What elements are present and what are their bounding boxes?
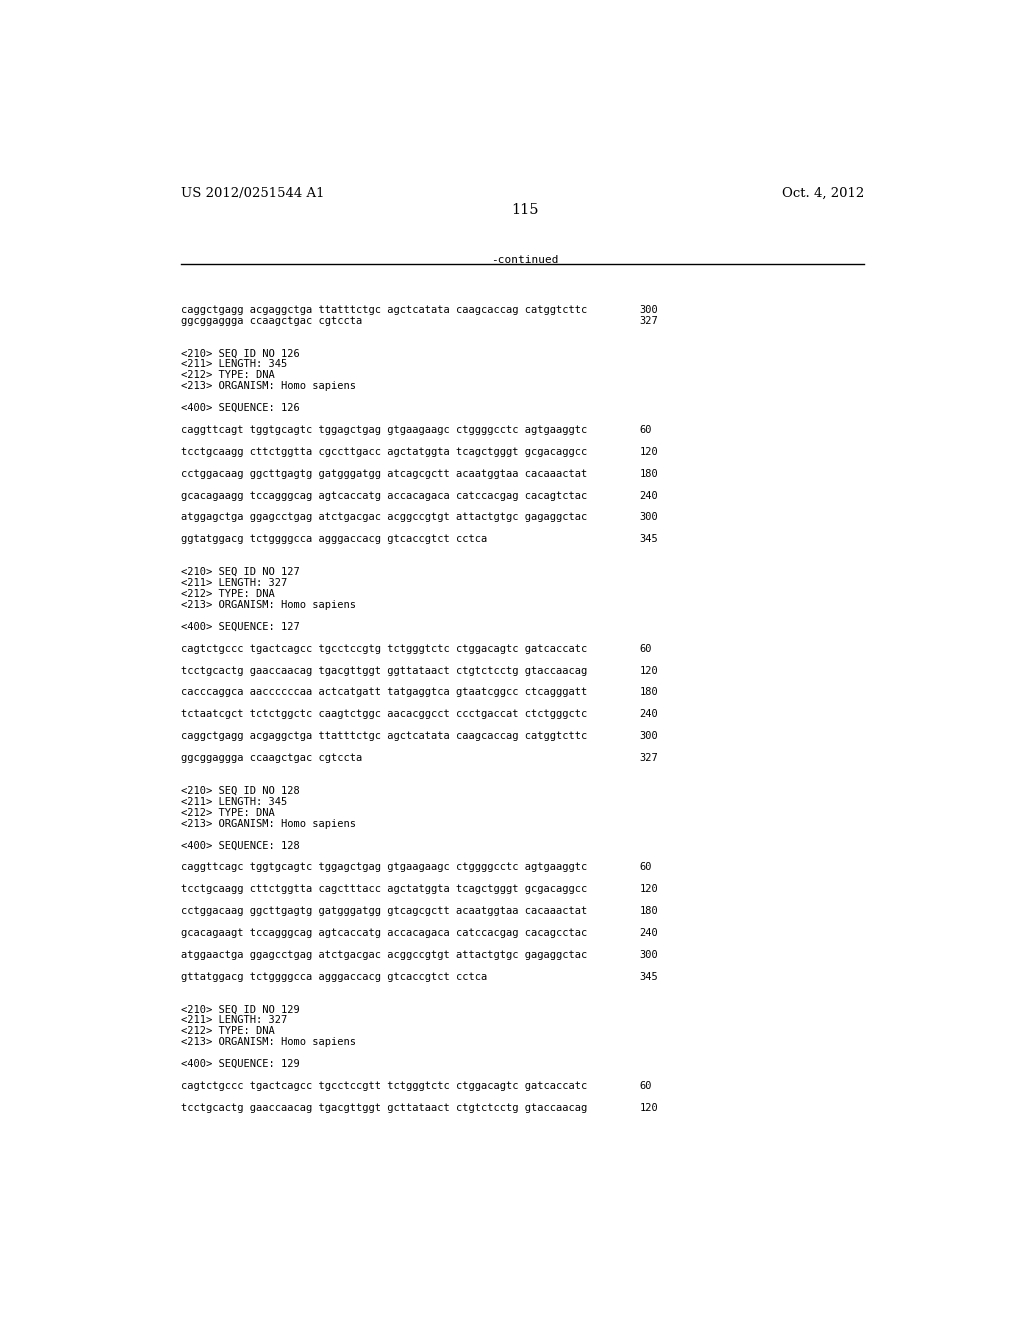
Text: atggaactga ggagcctgag atctgacgac acggccgtgt attactgtgc gagaggctac: atggaactga ggagcctgag atctgacgac acggccg… bbox=[180, 950, 587, 960]
Text: cacccaggca aaccccccaa actcatgatt tatgaggtca gtaatcggcc ctcagggatt: cacccaggca aaccccccaa actcatgatt tatgagg… bbox=[180, 688, 587, 697]
Text: 240: 240 bbox=[640, 709, 658, 719]
Text: <212> TYPE: DNA: <212> TYPE: DNA bbox=[180, 1027, 274, 1036]
Text: 115: 115 bbox=[511, 203, 539, 216]
Text: 345: 345 bbox=[640, 535, 658, 544]
Text: tcctgcactg gaaccaacag tgacgttggt ggttataact ctgtctcctg gtaccaacag: tcctgcactg gaaccaacag tgacgttggt ggttata… bbox=[180, 665, 587, 676]
Text: 120: 120 bbox=[640, 447, 658, 457]
Text: 240: 240 bbox=[640, 491, 658, 500]
Text: gttatggacg tctggggcca agggaccacg gtcaccgtct cctca: gttatggacg tctggggcca agggaccacg gtcaccg… bbox=[180, 972, 487, 982]
Text: Oct. 4, 2012: Oct. 4, 2012 bbox=[782, 187, 864, 199]
Text: <213> ORGANISM: Homo sapiens: <213> ORGANISM: Homo sapiens bbox=[180, 381, 355, 391]
Text: 120: 120 bbox=[640, 1104, 658, 1113]
Text: cagtctgccc tgactcagcc tgcctccgtt tctgggtctc ctggacagtc gatcaccatc: cagtctgccc tgactcagcc tgcctccgtt tctgggt… bbox=[180, 1081, 587, 1092]
Text: 60: 60 bbox=[640, 644, 652, 653]
Text: 300: 300 bbox=[640, 512, 658, 523]
Text: cctggacaag ggcttgagtg gatgggatgg atcagcgctt acaatggtaa cacaaactat: cctggacaag ggcttgagtg gatgggatgg atcagcg… bbox=[180, 469, 587, 479]
Text: cctggacaag ggcttgagtg gatgggatgg gtcagcgctt acaatggtaa cacaaactat: cctggacaag ggcttgagtg gatgggatgg gtcagcg… bbox=[180, 906, 587, 916]
Text: 300: 300 bbox=[640, 950, 658, 960]
Text: 120: 120 bbox=[640, 884, 658, 894]
Text: <400> SEQUENCE: 128: <400> SEQUENCE: 128 bbox=[180, 841, 299, 850]
Text: <211> LENGTH: 327: <211> LENGTH: 327 bbox=[180, 1015, 287, 1026]
Text: 327: 327 bbox=[640, 752, 658, 763]
Text: ggcggaggga ccaagctgac cgtccta: ggcggaggga ccaagctgac cgtccta bbox=[180, 752, 361, 763]
Text: 180: 180 bbox=[640, 906, 658, 916]
Text: gcacagaagg tccagggcag agtcaccatg accacagaca catccacgag cacagtctac: gcacagaagg tccagggcag agtcaccatg accacag… bbox=[180, 491, 587, 500]
Text: 120: 120 bbox=[640, 665, 658, 676]
Text: 60: 60 bbox=[640, 862, 652, 873]
Text: caggctgagg acgaggctga ttatttctgc agctcatata caagcaccag catggtcttc: caggctgagg acgaggctga ttatttctgc agctcat… bbox=[180, 731, 587, 741]
Text: 180: 180 bbox=[640, 688, 658, 697]
Text: <400> SEQUENCE: 129: <400> SEQUENCE: 129 bbox=[180, 1059, 299, 1069]
Text: 60: 60 bbox=[640, 425, 652, 436]
Text: cagtctgccc tgactcagcc tgcctccgtg tctgggtctc ctggacagtc gatcaccatc: cagtctgccc tgactcagcc tgcctccgtg tctgggt… bbox=[180, 644, 587, 653]
Text: -continued: -continued bbox=[492, 255, 558, 264]
Text: caggttcagt tggtgcagtc tggagctgag gtgaagaagc ctggggcctc agtgaaggtc: caggttcagt tggtgcagtc tggagctgag gtgaaga… bbox=[180, 425, 587, 436]
Text: gcacagaagt tccagggcag agtcaccatg accacagaca catccacgag cacagcctac: gcacagaagt tccagggcag agtcaccatg accacag… bbox=[180, 928, 587, 939]
Text: tcctgcactg gaaccaacag tgacgttggt gcttataact ctgtctcctg gtaccaacag: tcctgcactg gaaccaacag tgacgttggt gcttata… bbox=[180, 1104, 587, 1113]
Text: <213> ORGANISM: Homo sapiens: <213> ORGANISM: Homo sapiens bbox=[180, 818, 355, 829]
Text: <213> ORGANISM: Homo sapiens: <213> ORGANISM: Homo sapiens bbox=[180, 1038, 355, 1047]
Text: <211> LENGTH: 345: <211> LENGTH: 345 bbox=[180, 797, 287, 807]
Text: tctaatcgct tctctggctc caagtctggc aacacggcct ccctgaccat ctctgggctc: tctaatcgct tctctggctc caagtctggc aacacgg… bbox=[180, 709, 587, 719]
Text: <210> SEQ ID NO 127: <210> SEQ ID NO 127 bbox=[180, 568, 299, 577]
Text: <400> SEQUENCE: 127: <400> SEQUENCE: 127 bbox=[180, 622, 299, 632]
Text: caggttcagc tggtgcagtc tggagctgag gtgaagaagc ctggggcctc agtgaaggtc: caggttcagc tggtgcagtc tggagctgag gtgaaga… bbox=[180, 862, 587, 873]
Text: atggagctga ggagcctgag atctgacgac acggccgtgt attactgtgc gagaggctac: atggagctga ggagcctgag atctgacgac acggccg… bbox=[180, 512, 587, 523]
Text: <213> ORGANISM: Homo sapiens: <213> ORGANISM: Homo sapiens bbox=[180, 599, 355, 610]
Text: <212> TYPE: DNA: <212> TYPE: DNA bbox=[180, 589, 274, 599]
Text: 300: 300 bbox=[640, 305, 658, 314]
Text: <211> LENGTH: 345: <211> LENGTH: 345 bbox=[180, 359, 287, 370]
Text: US 2012/0251544 A1: US 2012/0251544 A1 bbox=[180, 187, 325, 199]
Text: <211> LENGTH: 327: <211> LENGTH: 327 bbox=[180, 578, 287, 587]
Text: <400> SEQUENCE: 126: <400> SEQUENCE: 126 bbox=[180, 403, 299, 413]
Text: <210> SEQ ID NO 126: <210> SEQ ID NO 126 bbox=[180, 348, 299, 359]
Text: <212> TYPE: DNA: <212> TYPE: DNA bbox=[180, 371, 274, 380]
Text: <212> TYPE: DNA: <212> TYPE: DNA bbox=[180, 808, 274, 817]
Text: tcctgcaagg cttctggtta cagctttacc agctatggta tcagctgggt gcgacaggcc: tcctgcaagg cttctggtta cagctttacc agctatg… bbox=[180, 884, 587, 894]
Text: caggctgagg acgaggctga ttatttctgc agctcatata caagcaccag catggtcttc: caggctgagg acgaggctga ttatttctgc agctcat… bbox=[180, 305, 587, 314]
Text: 60: 60 bbox=[640, 1081, 652, 1092]
Text: tcctgcaagg cttctggtta cgccttgacc agctatggta tcagctgggt gcgacaggcc: tcctgcaagg cttctggtta cgccttgacc agctatg… bbox=[180, 447, 587, 457]
Text: 300: 300 bbox=[640, 731, 658, 741]
Text: 180: 180 bbox=[640, 469, 658, 479]
Text: ggtatggacg tctggggcca agggaccacg gtcaccgtct cctca: ggtatggacg tctggggcca agggaccacg gtcaccg… bbox=[180, 535, 487, 544]
Text: 240: 240 bbox=[640, 928, 658, 939]
Text: <210> SEQ ID NO 128: <210> SEQ ID NO 128 bbox=[180, 785, 299, 796]
Text: ggcggaggga ccaagctgac cgtccta: ggcggaggga ccaagctgac cgtccta bbox=[180, 315, 361, 326]
Text: 327: 327 bbox=[640, 315, 658, 326]
Text: 345: 345 bbox=[640, 972, 658, 982]
Text: <210> SEQ ID NO 129: <210> SEQ ID NO 129 bbox=[180, 1005, 299, 1015]
